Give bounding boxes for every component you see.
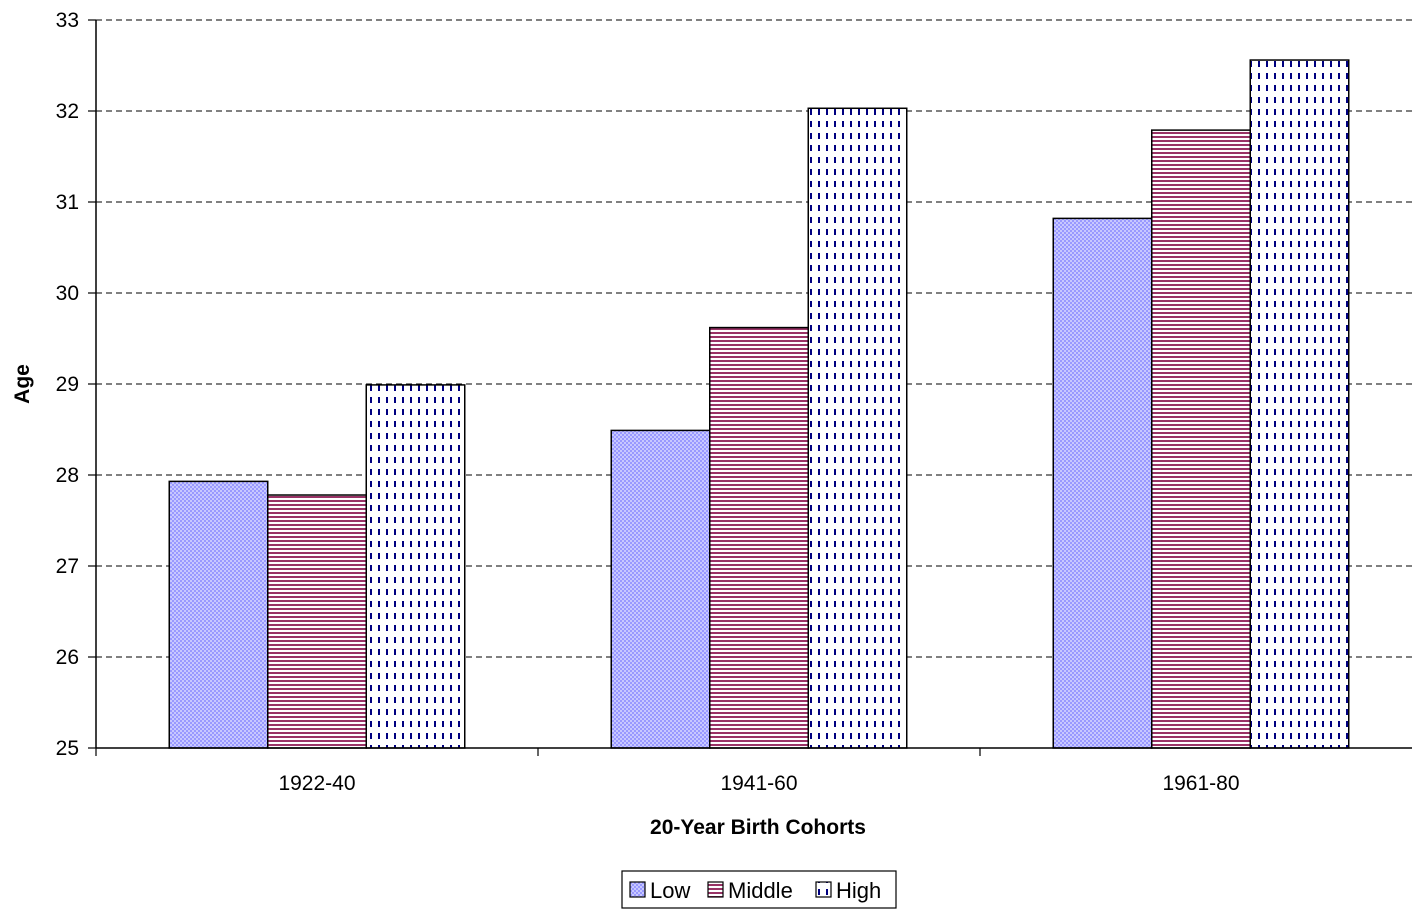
bar-middle-1961-80 <box>1151 129 1251 749</box>
bar-high-1922-40 <box>365 384 466 749</box>
legend-label-low: Low <box>650 878 690 903</box>
legend-swatch-high <box>815 881 832 898</box>
x-tick-label: 1922-40 <box>278 772 355 795</box>
legend-swatch-low <box>629 881 646 898</box>
y-tick-label: 28 <box>56 464 79 487</box>
legend-box <box>621 870 897 909</box>
y-axis-ticks: 25 26 27 28 29 30 31 32 33 <box>56 9 96 760</box>
x-tick-label: 1961-80 <box>1162 772 1239 795</box>
bars <box>168 59 1350 749</box>
bar-low-1922-40 <box>168 480 269 749</box>
x-axis-ticks: 1922-40 1941-60 1961-80 <box>95 748 1240 795</box>
bar-low-1941-60 <box>610 429 711 749</box>
legend-label-middle: Middle <box>728 878 793 903</box>
y-axis-title: Age <box>11 364 34 404</box>
bar-low-1961-80 <box>1052 217 1153 749</box>
y-tick-label: 33 <box>56 9 79 32</box>
y-tick-label: 25 <box>56 737 79 760</box>
bar-middle-1922-40 <box>267 494 367 749</box>
y-tick-label: 31 <box>56 191 79 214</box>
y-tick-label: 26 <box>56 646 79 669</box>
y-tick-label: 32 <box>56 100 79 123</box>
legend-label-high: High <box>836 878 881 903</box>
x-axis-title: 20-Year Birth Cohorts <box>650 816 866 839</box>
bar-high-1941-60 <box>807 107 908 749</box>
x-tick-label: 1941-60 <box>720 772 797 795</box>
y-tick-label: 30 <box>56 282 79 305</box>
y-tick-label: 29 <box>56 373 79 396</box>
legend-swatch-middle <box>707 881 724 898</box>
bar-high-1961-80 <box>1249 59 1350 749</box>
legend: Low Middle High <box>621 870 897 909</box>
y-tick-label: 27 <box>56 555 79 578</box>
bar-middle-1941-60 <box>709 326 809 749</box>
